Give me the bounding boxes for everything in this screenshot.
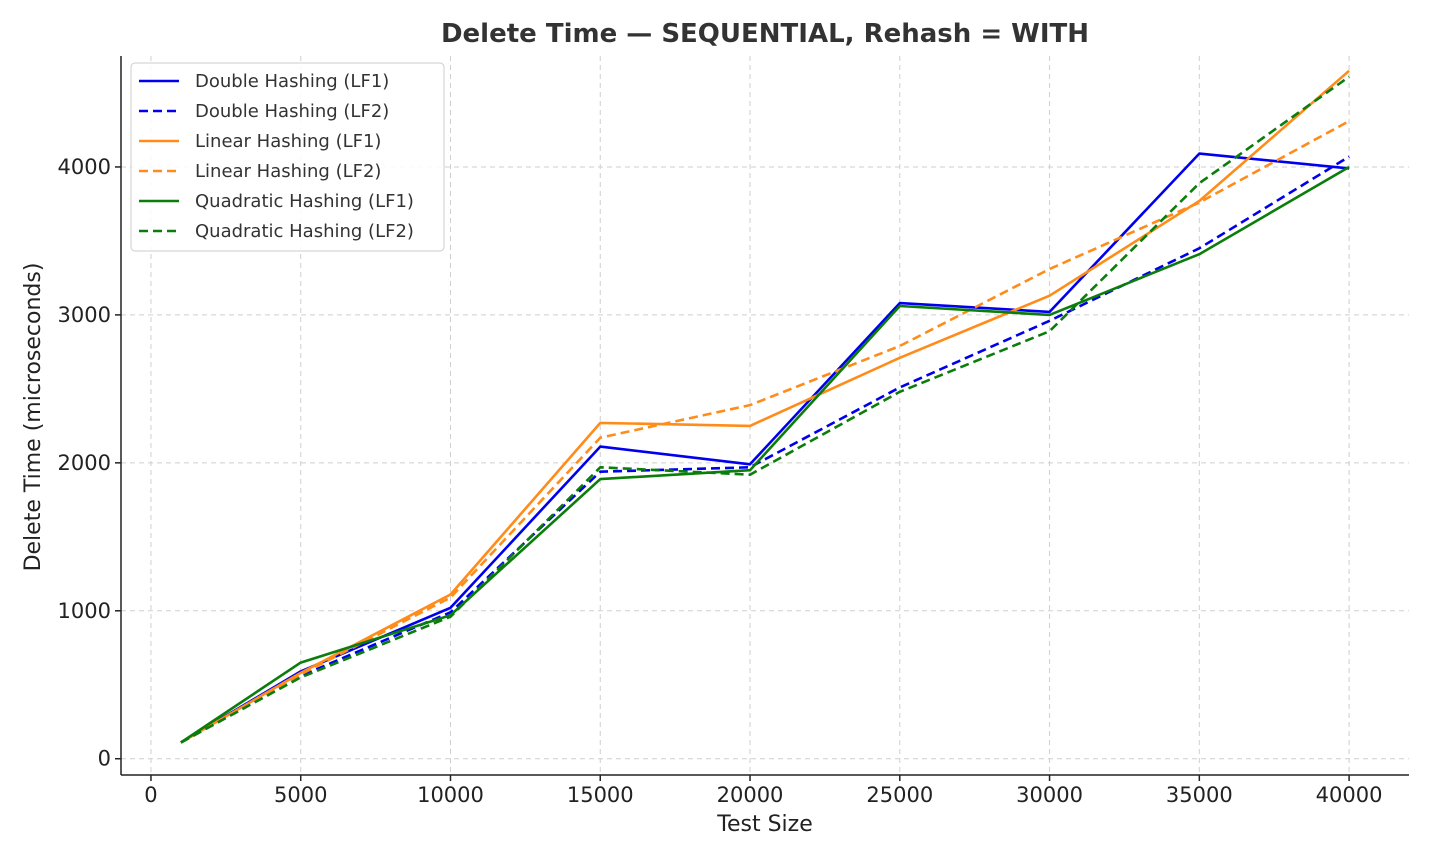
y-tick-label: 1000 [58, 599, 111, 623]
y-tick-label: 2000 [58, 451, 111, 475]
series-lines [180, 69, 1350, 744]
y-axis-label: Delete Time (microseconds) [21, 263, 46, 572]
legend-entry: Quadratic Hashing (LF1) [195, 191, 414, 212]
legend-entry: Linear Hashing (LF1) [195, 131, 381, 152]
x-tick-label: 40000 [1316, 783, 1383, 807]
series-line-2 [180, 155, 1350, 744]
series-line-1 [180, 152, 1350, 744]
legend-entry: Linear Hashing (LF2) [195, 161, 381, 182]
x-tick-label: 25000 [866, 783, 933, 807]
x-tick-label: 20000 [717, 783, 784, 807]
series-line-5 [180, 165, 1350, 744]
chart-title: Delete Time — SEQUENTIAL, Rehash = WITH [441, 19, 1089, 49]
legend-entry: Double Hashing (LF1) [195, 71, 389, 92]
axes [115, 56, 1409, 781]
y-tick-label: 4000 [58, 155, 111, 179]
x-tick-label: 15000 [567, 783, 634, 807]
tick-labels: 0 5000 10000 15000 20000 25000 30000 35000 40000… [58, 155, 1383, 807]
x-axis-label: Test Size [716, 812, 812, 837]
y-tick-label: 0 [98, 747, 111, 771]
grid-lines [121, 56, 1409, 775]
series-line-4 [180, 119, 1350, 744]
x-tick-label: 5000 [274, 783, 327, 807]
x-tick-label: 0 [144, 783, 157, 807]
legend-box [130, 62, 445, 252]
x-tick-label: 35000 [1166, 783, 1233, 807]
legend-entry: Double Hashing (LF2) [195, 101, 389, 122]
legend-entry: Quadratic Hashing (LF2) [195, 221, 414, 242]
x-tick-label: 10000 [417, 783, 484, 807]
y-tick-label: 3000 [58, 303, 111, 327]
series-line-6 [180, 75, 1350, 744]
x-tick-label: 30000 [1016, 783, 1083, 807]
legend: Double Hashing (LF1) Double Hashing (LF2)… [130, 62, 445, 252]
